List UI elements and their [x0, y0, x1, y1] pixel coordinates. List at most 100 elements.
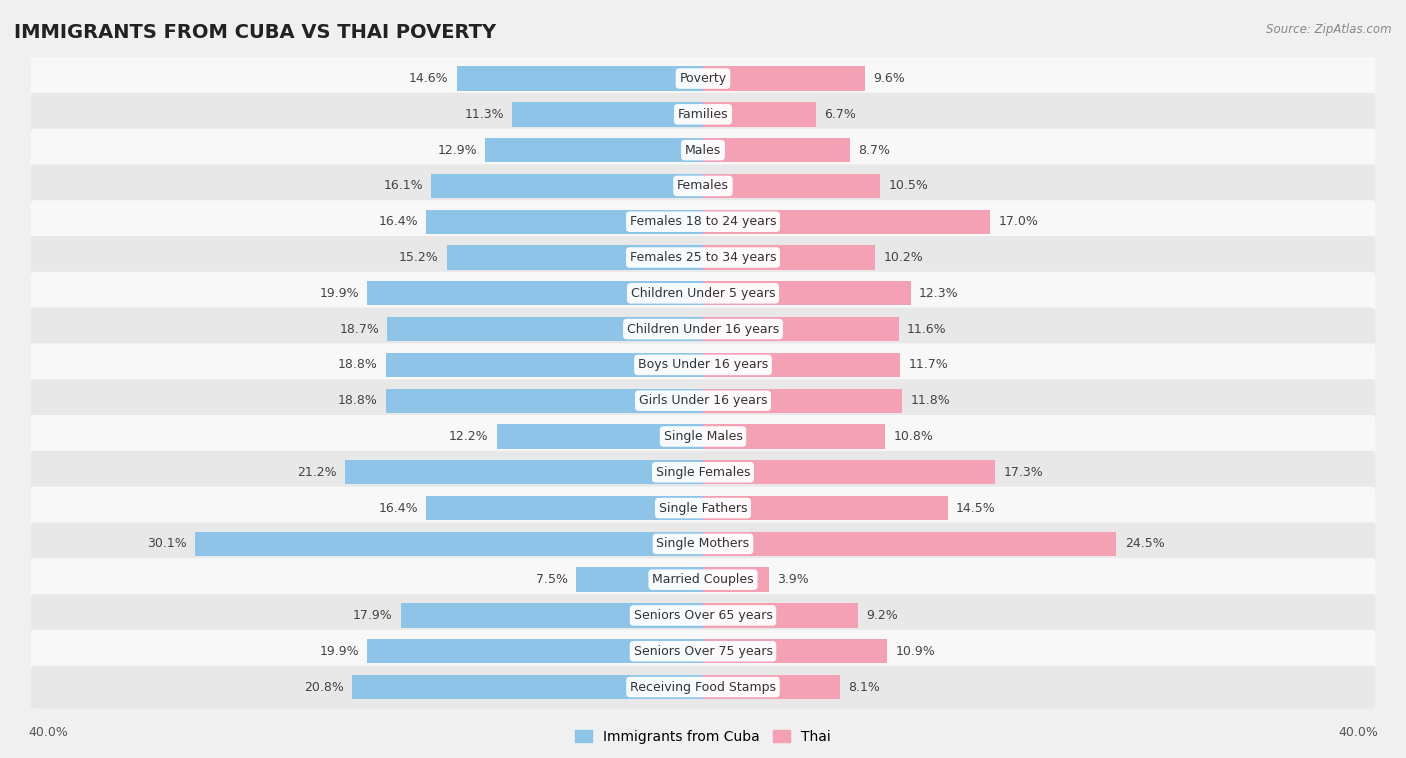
Bar [457, 67, 703, 91]
FancyBboxPatch shape [31, 594, 1375, 637]
Text: 12.9%: 12.9% [437, 143, 477, 157]
Bar [512, 102, 703, 127]
Text: Seniors Over 65 years: Seniors Over 65 years [634, 609, 772, 622]
Text: 7.5%: 7.5% [536, 573, 568, 586]
Bar [703, 603, 858, 628]
Text: 16.1%: 16.1% [384, 180, 423, 193]
Text: 9.2%: 9.2% [866, 609, 898, 622]
Bar [703, 317, 898, 341]
FancyBboxPatch shape [31, 379, 1375, 422]
Bar [426, 209, 703, 234]
Bar [703, 460, 995, 484]
Bar [346, 460, 703, 484]
Text: 11.7%: 11.7% [908, 359, 949, 371]
Text: 17.9%: 17.9% [353, 609, 392, 622]
Bar [367, 281, 703, 305]
FancyBboxPatch shape [31, 451, 1375, 493]
Text: Females 18 to 24 years: Females 18 to 24 years [630, 215, 776, 228]
Text: 9.6%: 9.6% [873, 72, 905, 85]
Text: 18.8%: 18.8% [337, 359, 377, 371]
Text: Married Couples: Married Couples [652, 573, 754, 586]
Text: 14.6%: 14.6% [409, 72, 449, 85]
Text: 8.7%: 8.7% [858, 143, 890, 157]
Text: Receiving Food Stamps: Receiving Food Stamps [630, 681, 776, 694]
Bar [352, 675, 703, 699]
Text: Single Mothers: Single Mothers [657, 537, 749, 550]
Bar [703, 281, 911, 305]
Text: 19.9%: 19.9% [319, 645, 359, 658]
FancyBboxPatch shape [31, 487, 1375, 530]
Bar [388, 317, 703, 341]
FancyBboxPatch shape [31, 93, 1375, 136]
Legend: Immigrants from Cuba, Thai: Immigrants from Cuba, Thai [569, 725, 837, 750]
Text: 10.8%: 10.8% [894, 430, 934, 443]
Bar [703, 496, 948, 520]
Text: Families: Families [678, 108, 728, 121]
Text: 40.0%: 40.0% [28, 726, 67, 739]
Text: 18.8%: 18.8% [337, 394, 377, 407]
Bar [576, 568, 703, 592]
Bar [703, 639, 887, 663]
Bar [385, 389, 703, 413]
Text: 11.6%: 11.6% [907, 323, 946, 336]
Bar [703, 568, 769, 592]
Bar [367, 639, 703, 663]
Text: 17.3%: 17.3% [1004, 465, 1043, 479]
Text: 14.5%: 14.5% [956, 502, 995, 515]
Bar [703, 67, 865, 91]
FancyBboxPatch shape [31, 415, 1375, 458]
FancyBboxPatch shape [31, 630, 1375, 673]
Bar [703, 352, 900, 377]
Text: 21.2%: 21.2% [297, 465, 337, 479]
Text: Single Females: Single Females [655, 465, 751, 479]
Bar [485, 138, 703, 162]
Text: Source: ZipAtlas.com: Source: ZipAtlas.com [1267, 23, 1392, 36]
Text: 24.5%: 24.5% [1125, 537, 1164, 550]
Bar [385, 352, 703, 377]
Text: 10.5%: 10.5% [889, 180, 928, 193]
Bar [447, 246, 703, 270]
Text: 16.4%: 16.4% [378, 502, 418, 515]
Bar [703, 246, 875, 270]
Text: Single Fathers: Single Fathers [659, 502, 747, 515]
FancyBboxPatch shape [31, 308, 1375, 350]
Text: 16.4%: 16.4% [378, 215, 418, 228]
Text: Poverty: Poverty [679, 72, 727, 85]
Bar [703, 102, 815, 127]
Text: 20.8%: 20.8% [304, 681, 343, 694]
Text: 11.8%: 11.8% [911, 394, 950, 407]
Text: 30.1%: 30.1% [148, 537, 187, 550]
Text: Children Under 16 years: Children Under 16 years [627, 323, 779, 336]
Bar [426, 496, 703, 520]
Text: 12.2%: 12.2% [449, 430, 489, 443]
Text: Boys Under 16 years: Boys Under 16 years [638, 359, 768, 371]
Text: 18.7%: 18.7% [339, 323, 380, 336]
Text: 6.7%: 6.7% [824, 108, 856, 121]
Text: 19.9%: 19.9% [319, 287, 359, 300]
FancyBboxPatch shape [31, 236, 1375, 279]
FancyBboxPatch shape [31, 343, 1375, 387]
Bar [195, 531, 703, 556]
Bar [498, 424, 703, 449]
Text: Males: Males [685, 143, 721, 157]
Text: Single Males: Single Males [664, 430, 742, 443]
Text: Children Under 5 years: Children Under 5 years [631, 287, 775, 300]
Bar [703, 138, 849, 162]
Text: IMMIGRANTS FROM CUBA VS THAI POVERTY: IMMIGRANTS FROM CUBA VS THAI POVERTY [14, 23, 496, 42]
Bar [703, 675, 839, 699]
Bar [703, 174, 880, 198]
Text: 8.1%: 8.1% [848, 681, 880, 694]
FancyBboxPatch shape [31, 558, 1375, 601]
FancyBboxPatch shape [31, 666, 1375, 709]
FancyBboxPatch shape [31, 200, 1375, 243]
Text: 10.9%: 10.9% [896, 645, 935, 658]
Text: 17.0%: 17.0% [998, 215, 1038, 228]
Text: 15.2%: 15.2% [398, 251, 439, 264]
Text: Females 25 to 34 years: Females 25 to 34 years [630, 251, 776, 264]
FancyBboxPatch shape [31, 129, 1375, 171]
Text: Girls Under 16 years: Girls Under 16 years [638, 394, 768, 407]
Bar [401, 603, 703, 628]
FancyBboxPatch shape [31, 57, 1375, 100]
FancyBboxPatch shape [31, 522, 1375, 565]
FancyBboxPatch shape [31, 164, 1375, 208]
